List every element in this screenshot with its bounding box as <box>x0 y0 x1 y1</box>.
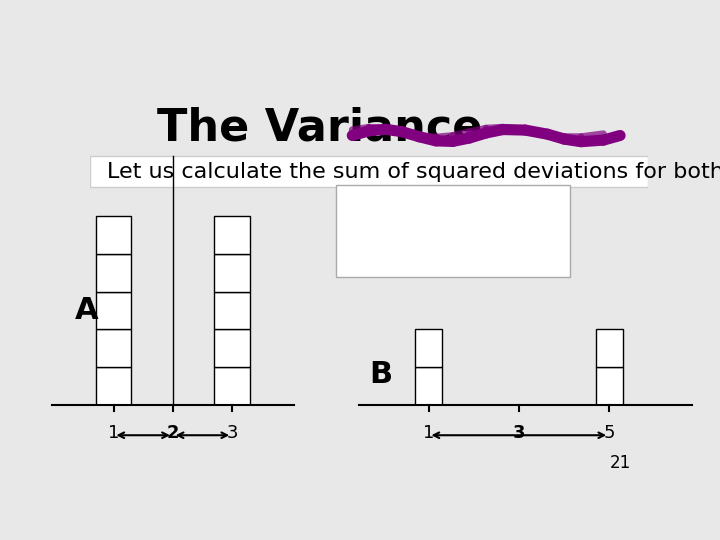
Text: 1: 1 <box>423 424 434 442</box>
FancyBboxPatch shape <box>90 156 648 187</box>
Bar <box>215 254 250 292</box>
Text: 21: 21 <box>610 454 631 472</box>
Text: B: B <box>369 360 392 389</box>
Bar <box>96 292 131 329</box>
Bar <box>215 216 250 254</box>
Bar <box>415 367 442 405</box>
Bar <box>215 292 250 329</box>
Bar <box>96 367 131 405</box>
Text: A: A <box>75 296 99 325</box>
Text: 2: 2 <box>166 424 179 442</box>
Bar <box>415 329 442 367</box>
Bar <box>96 216 131 254</box>
Bar <box>595 367 623 405</box>
Bar <box>215 367 250 405</box>
Bar <box>215 329 250 367</box>
Text: Data set B
is more dispersed
around the mean: Data set B is more dispersed around the … <box>349 196 498 264</box>
Text: 3: 3 <box>226 424 238 442</box>
Bar <box>595 329 623 367</box>
Text: 3: 3 <box>513 424 525 442</box>
Bar <box>96 254 131 292</box>
Text: Let us calculate the sum of squared deviations for both: Let us calculate the sum of squared devi… <box>107 162 720 182</box>
FancyBboxPatch shape <box>336 185 570 277</box>
Bar <box>96 329 131 367</box>
Text: The Variance: The Variance <box>157 106 482 150</box>
Text: 1: 1 <box>108 424 120 442</box>
Text: 5: 5 <box>603 424 615 442</box>
